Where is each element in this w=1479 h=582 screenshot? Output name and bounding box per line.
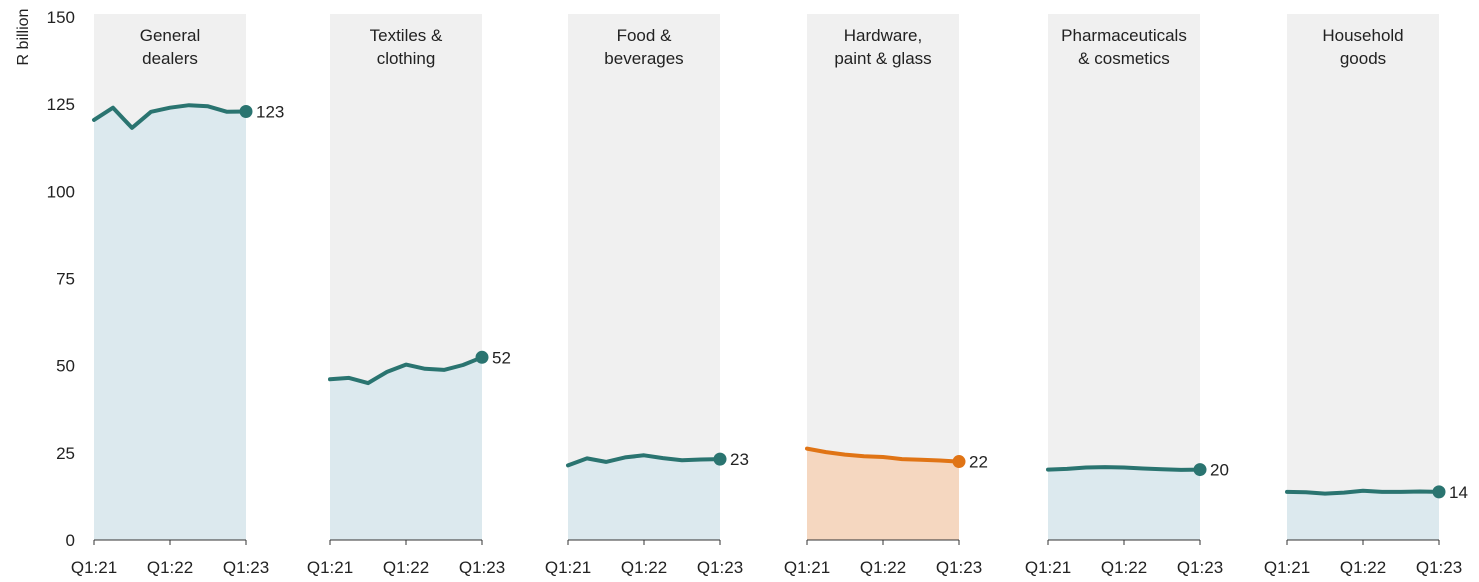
panel-title-line: clothing — [377, 49, 436, 68]
end-point-marker — [239, 104, 253, 118]
panel-title-line: Textiles & — [370, 26, 443, 45]
x-tick-label: Q1:23 — [1416, 558, 1462, 577]
panel-title-line: beverages — [604, 49, 683, 68]
end-value-label: 22 — [969, 453, 988, 472]
panel-title-line: General — [140, 26, 200, 45]
series-line — [1046, 465, 1202, 472]
x-tick-label: Q1:21 — [307, 558, 353, 577]
series-area — [568, 455, 720, 540]
x-tick-label: Q1:22 — [147, 558, 193, 577]
panel-background — [1048, 14, 1200, 540]
end-point-marker — [952, 455, 966, 469]
end-point-marker — [1432, 485, 1446, 499]
panel-title-line: dealers — [142, 49, 198, 68]
x-tick-label: Q1:23 — [697, 558, 743, 577]
x-tick-label: Q1:22 — [1101, 558, 1147, 577]
y-tick-label: 25 — [56, 444, 75, 463]
y-tick-label: 50 — [56, 357, 75, 376]
y-tick-label: 150 — [47, 8, 75, 27]
series-line — [566, 453, 722, 468]
series-line — [328, 355, 484, 386]
end-value-label: 14 — [1449, 483, 1468, 502]
x-tick-label: Q1:21 — [1264, 558, 1310, 577]
panel-title-line: Food & — [617, 26, 672, 45]
panel-title-line: Household — [1322, 26, 1403, 45]
series-area — [94, 105, 246, 540]
series-area — [1287, 490, 1439, 540]
series-area — [1048, 467, 1200, 540]
x-tick-label: Q1:22 — [621, 558, 667, 577]
end-value-label: 52 — [492, 348, 511, 367]
x-tick-label: Q1:21 — [784, 558, 830, 577]
end-point-marker — [713, 452, 727, 466]
x-tick-label: Q1:23 — [223, 558, 269, 577]
panel-title-line: paint & glass — [834, 49, 931, 68]
series-line — [805, 446, 961, 464]
panel-background — [1287, 14, 1439, 540]
panel-title-line: Pharmaceuticals — [1061, 26, 1187, 45]
end-point-marker — [1193, 463, 1207, 477]
y-axis-title: R billion — [15, 9, 32, 66]
y-tick-label: 125 — [47, 95, 75, 114]
x-tick-label: Q1:21 — [1025, 558, 1071, 577]
x-tick-label: Q1:21 — [71, 558, 117, 577]
end-value-label: 23 — [730, 450, 749, 469]
x-tick-label: Q1:22 — [1340, 558, 1386, 577]
y-tick-label: 75 — [56, 270, 75, 289]
x-tick-label: Q1:23 — [936, 558, 982, 577]
y-tick-label: 100 — [47, 182, 75, 201]
series-line — [92, 103, 248, 130]
series-line — [1285, 488, 1441, 496]
x-tick-label: Q1:22 — [383, 558, 429, 577]
end-value-label: 123 — [256, 102, 284, 121]
series-area — [807, 448, 959, 540]
panel-title-line: & cosmetics — [1078, 49, 1170, 68]
x-tick-label: Q1:23 — [1177, 558, 1223, 577]
x-tick-label: Q1:23 — [459, 558, 505, 577]
panel-background — [568, 14, 720, 540]
end-point-marker — [475, 350, 489, 364]
series-area — [330, 357, 482, 540]
panel-title-line: Hardware, — [844, 26, 922, 45]
x-tick-label: Q1:21 — [545, 558, 591, 577]
panel-title-line: goods — [1340, 49, 1386, 68]
x-tick-label: Q1:22 — [860, 558, 906, 577]
end-value-label: 20 — [1210, 461, 1229, 480]
y-tick-label: 0 — [66, 531, 75, 550]
